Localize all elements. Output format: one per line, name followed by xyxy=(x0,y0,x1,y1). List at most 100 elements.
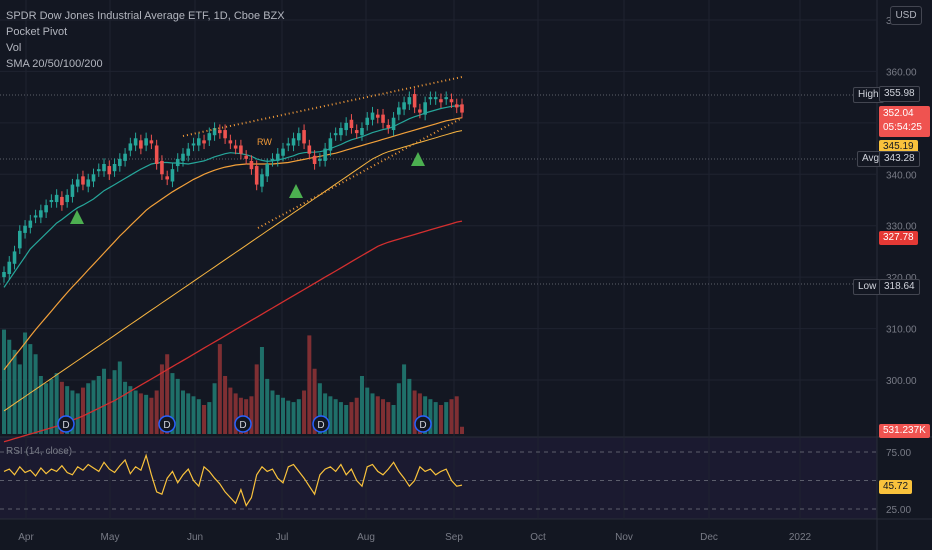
time-tick-label: Dec xyxy=(700,532,718,543)
sma100-line xyxy=(3,130,463,412)
volume-bar xyxy=(333,399,338,434)
candle-body xyxy=(28,220,33,228)
chart-legend: SPDR Dow Jones Industrial Average ETF, 1… xyxy=(6,8,285,72)
volume-bar xyxy=(354,397,359,434)
candle-body xyxy=(449,99,454,103)
candle-body xyxy=(444,97,449,100)
currency-button[interactable]: USD xyxy=(890,6,922,25)
candle-body xyxy=(33,215,38,218)
candle-body xyxy=(123,153,127,161)
volume-bar xyxy=(54,373,59,434)
price-tick-label: 320.00 xyxy=(886,273,917,284)
volume-bar xyxy=(38,376,43,434)
candle-body xyxy=(139,140,143,149)
volume-bar xyxy=(381,399,386,434)
volume-bar xyxy=(302,390,307,434)
low-label: Low xyxy=(853,279,882,295)
volume-bar xyxy=(23,332,28,434)
volume-bar xyxy=(144,394,149,434)
volume-bar xyxy=(412,390,417,434)
sma200-price-tag: 327.78 xyxy=(879,231,918,245)
candle-body xyxy=(75,179,80,187)
sma-price-tag: 345.19 xyxy=(879,140,918,154)
candle-body xyxy=(23,225,27,233)
volume-bar xyxy=(228,387,233,434)
volume-bar xyxy=(91,380,96,434)
candle-body xyxy=(418,109,422,113)
volume-bar xyxy=(375,396,380,434)
volume-bar xyxy=(391,405,396,434)
volume-bar xyxy=(428,399,433,434)
volume-bar xyxy=(265,378,270,434)
candle-body xyxy=(412,94,417,108)
candle-body xyxy=(191,143,196,146)
rsi-tick-label: 25.00 xyxy=(886,505,911,516)
candle-body xyxy=(154,145,159,164)
time-tick-label: Apr xyxy=(18,532,34,543)
rsi-value-tag: 45.72 xyxy=(879,480,913,494)
indicator-pocket-pivot[interactable]: Pocket Pivot xyxy=(6,26,68,38)
candle-body xyxy=(233,145,238,149)
candle-body xyxy=(165,176,169,180)
candle-body xyxy=(339,128,343,136)
symbol-title[interactable]: SPDR Dow Jones Industrial Average ETF, 1… xyxy=(6,10,285,22)
volume-bar xyxy=(44,383,49,434)
volume-bar xyxy=(212,383,217,434)
candle-body xyxy=(244,155,248,159)
volume-bar xyxy=(202,405,207,434)
candle-body xyxy=(402,102,406,110)
volume-tag: 531.237K xyxy=(879,424,930,438)
candle-body xyxy=(133,138,138,146)
candle-body xyxy=(65,194,69,203)
volume-bar xyxy=(175,378,180,434)
candle-body xyxy=(391,117,396,131)
indicator-sma[interactable]: SMA 20/50/100/200 xyxy=(6,58,103,70)
volume-bar xyxy=(159,364,164,434)
candle-body xyxy=(328,138,333,151)
volume-bar xyxy=(291,402,296,434)
rsi-panel-bg xyxy=(0,437,877,519)
volume-bar xyxy=(28,344,33,434)
candle-body xyxy=(349,119,354,128)
candle-body xyxy=(186,148,191,156)
candle-body xyxy=(249,160,254,170)
volume-bar xyxy=(80,387,85,434)
volume-bar xyxy=(323,393,328,434)
candle-body xyxy=(54,194,59,203)
time-tick-label: Jun xyxy=(187,532,203,543)
candle-body xyxy=(386,124,391,128)
candle-body xyxy=(297,133,301,141)
volume-bar xyxy=(286,400,291,434)
candle-body xyxy=(107,166,112,175)
volume-bar xyxy=(149,397,154,434)
rsi-label[interactable]: RSI (14, close) xyxy=(6,446,73,457)
volume-bar xyxy=(312,368,317,434)
candle-body xyxy=(460,104,464,113)
volume-bar xyxy=(254,364,259,434)
dividend-marker-label: D xyxy=(163,420,170,431)
candle-body xyxy=(112,164,117,172)
rw-annotation: RW xyxy=(257,137,272,147)
candle-body xyxy=(291,138,296,146)
volume-bar xyxy=(133,390,138,434)
volume-bar xyxy=(223,376,228,434)
candle-body xyxy=(2,272,6,278)
volume-bar xyxy=(444,402,449,434)
volume-bar xyxy=(65,386,70,434)
volume-bar xyxy=(396,383,401,434)
dividend-marker xyxy=(312,415,330,433)
price-tick-label: 340.00 xyxy=(886,170,917,181)
volume-bar xyxy=(402,364,407,434)
volume-bar xyxy=(449,399,454,434)
candle-body xyxy=(265,164,270,177)
indicator-volume[interactable]: Vol xyxy=(6,42,22,54)
volume-bar xyxy=(217,344,222,434)
candle-body xyxy=(286,143,291,146)
dividend-marker-label: D xyxy=(317,420,324,431)
candle-body xyxy=(144,138,148,146)
pocket-pivot-marker xyxy=(70,210,84,224)
candle-body xyxy=(354,130,359,134)
channel-lower-line xyxy=(257,117,463,229)
